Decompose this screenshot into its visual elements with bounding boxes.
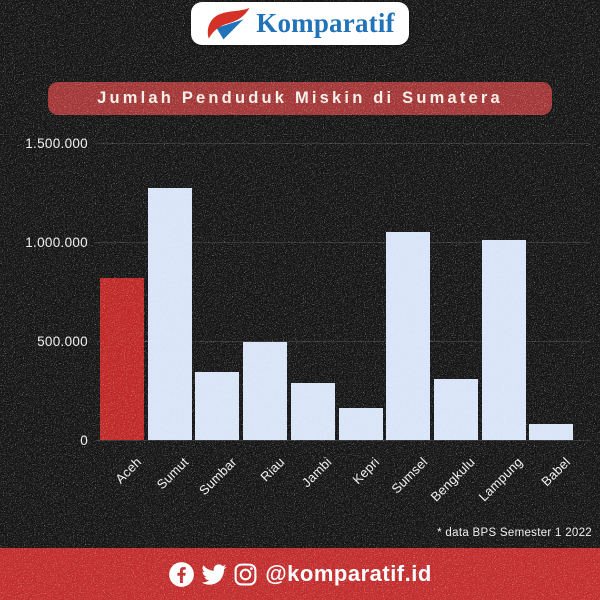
x-axis-label-babel: Babel <box>538 454 574 490</box>
bar-babel <box>529 424 574 440</box>
y-axis-tick-1.000.000: 1.000.000 <box>25 234 88 250</box>
x-axis-label-bengkulu: Bengkulu <box>427 454 478 505</box>
facebook-icon <box>168 561 195 588</box>
bar-jambi <box>290 382 335 440</box>
x-axis-label-aceh: Aceh <box>111 454 144 487</box>
footer-bar: @komparatif.id <box>0 548 600 600</box>
twitter-icon <box>199 562 229 587</box>
brand-name: Komparatif <box>256 8 395 38</box>
chart-title-banner: Jumlah Penduduk Miskin di Sumatera <box>48 82 552 115</box>
y-axis-tick-500.000: 500.000 <box>37 333 88 349</box>
instagram-icon <box>233 562 258 587</box>
x-axis-label-sumut: Sumut <box>153 454 192 493</box>
bar-sumut <box>147 187 192 440</box>
y-axis-tick-1.500.000: 1.500.000 <box>25 135 88 151</box>
x-axis-label-sumbar: Sumbar <box>195 454 240 498</box>
bar-riau <box>243 342 288 440</box>
x-axis-label-kepri: Kepri <box>349 454 383 488</box>
komparatif-logo: Komparatif <box>191 2 409 45</box>
social-handle: @komparatif.id <box>265 561 432 586</box>
bar-aceh <box>100 277 144 440</box>
gridline-1.500.000 <box>96 143 590 144</box>
x-axis-label-lampung: Lampung <box>475 454 526 505</box>
x-axis-label-sumsel: Sumsel <box>387 454 431 497</box>
x-axis-label-riau: Riau <box>256 454 288 485</box>
bar-bengkulu <box>433 378 478 440</box>
komparatif-logo-mark <box>208 7 250 39</box>
y-axis-tick-0: 0 <box>80 432 88 448</box>
x-axis-label-jambi: Jambi <box>298 454 335 491</box>
bar-lampung <box>481 240 526 440</box>
chart-title: Jumlah Penduduk Miskin di Sumatera <box>97 89 503 107</box>
gridline-0 <box>96 440 590 441</box>
bar-sumsel <box>386 232 431 440</box>
bar-kepri <box>338 408 383 440</box>
data-source-note: * data BPS Semester 1 2022 <box>437 527 592 539</box>
bar-sumbar <box>195 371 240 440</box>
